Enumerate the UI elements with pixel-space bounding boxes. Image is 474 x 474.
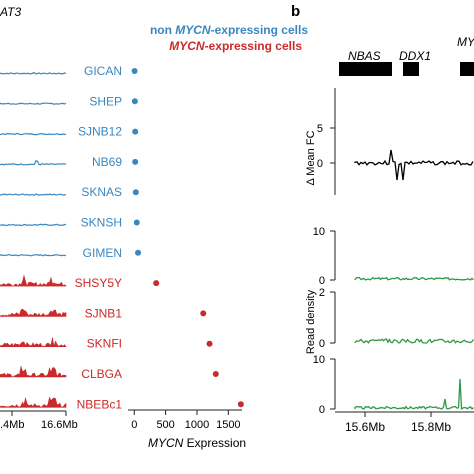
scatter-tick-label: 0	[131, 419, 137, 431]
scatter-points	[131, 68, 244, 408]
signal-track	[0, 337, 67, 347]
density-tick-label: 0	[319, 275, 325, 287]
panel-b-title: MY	[457, 35, 474, 49]
scatter-point	[132, 158, 139, 165]
density-trace	[354, 378, 474, 410]
scatter-tick-label: 1500	[216, 419, 240, 431]
scatter-point	[200, 310, 207, 317]
track-tick-left-label: .4Mb	[0, 419, 24, 431]
density-trace	[354, 276, 474, 281]
gene-label-ddx1: DDX1	[399, 49, 431, 63]
cell-line-label: CLBGA	[81, 367, 122, 381]
signal-track	[0, 160, 67, 166]
y-label-read-density: Read density	[305, 289, 317, 354]
cell-line-label: SHSY5Y	[75, 276, 122, 290]
scatter-tick-label: 500	[156, 419, 174, 431]
scatter-point	[206, 340, 213, 347]
signal-track	[0, 308, 67, 317]
cell-line-labels: GICAN SHEP SJNB12 NB69 SKNAS SKNSH GIMEN SHSY5Y…	[75, 64, 123, 411]
cell-line-label: NB69	[92, 155, 122, 169]
scatter-point	[212, 371, 219, 377]
scatter-point	[131, 68, 138, 74]
signal-track	[0, 253, 67, 257]
panel-b-tick-2-label: 15.8Mb	[411, 420, 451, 434]
scatter-point	[132, 189, 139, 196]
signal-track	[0, 366, 67, 378]
scatter-point	[132, 128, 139, 135]
panel-b-tick-1-label: 15.6Mb	[345, 420, 385, 434]
density-tick-label: 0	[319, 404, 325, 416]
scatter-x-label: MYCN Expression	[148, 436, 246, 450]
cell-line-label: GIMEN	[83, 246, 122, 260]
panel-a-title: AT3	[0, 5, 21, 19]
gene-bar-mycn	[460, 62, 474, 76]
cell-line-label: SHEP	[89, 94, 122, 108]
track-tick-right-label: 16.6Mb	[41, 419, 78, 431]
fc-tick-0-label: 0	[317, 158, 323, 170]
density-tick-label: 0	[319, 338, 325, 350]
cell-line-label: SJNB1	[85, 306, 123, 320]
scatter-tick-label: 1000	[185, 419, 209, 431]
fc-trace	[354, 149, 474, 181]
scatter-point	[133, 219, 140, 226]
gene-bar-nbas	[339, 62, 392, 76]
scatter-point	[153, 280, 160, 287]
scatter-point	[237, 401, 244, 408]
signal-track	[0, 223, 67, 227]
legend-expressing: MYCN-expressing cells	[169, 39, 302, 53]
signal-track	[0, 274, 67, 287]
signal-track	[0, 72, 67, 75]
gene-label-nbas: NBAS	[348, 49, 381, 63]
signal-track	[0, 102, 67, 105]
density-tick-label: 2	[319, 287, 325, 299]
legend-non-expressing: non MYCN-expressing cells	[150, 23, 308, 37]
cell-line-label: SKNAS	[81, 185, 122, 199]
density-tick-label: 10	[313, 354, 325, 366]
density-trace	[354, 338, 474, 344]
signal-track	[0, 132, 67, 136]
signal-track	[0, 396, 67, 408]
density-tick-label: 10	[313, 226, 325, 238]
scatter-x-ticks: 0 500 1000 1500	[131, 410, 241, 431]
gene-bar-ddx1	[403, 62, 419, 76]
y-label-delta-fc: Δ Mean FC	[305, 130, 317, 185]
cell-line-label: GICAN	[84, 64, 122, 78]
cell-line-label: SJNB12	[78, 125, 122, 139]
cell-line-label: NBEBc1	[77, 397, 123, 411]
panel-b-letter: b	[291, 3, 300, 20]
signal-track	[0, 193, 67, 196]
fc-tick-5-label: 5	[317, 123, 323, 135]
cell-line-label: SKNSH	[81, 216, 122, 230]
signal-tracks	[0, 72, 67, 408]
scatter-point	[131, 98, 138, 105]
cell-line-label: SKNFI	[87, 337, 122, 351]
scatter-point	[135, 249, 142, 256]
